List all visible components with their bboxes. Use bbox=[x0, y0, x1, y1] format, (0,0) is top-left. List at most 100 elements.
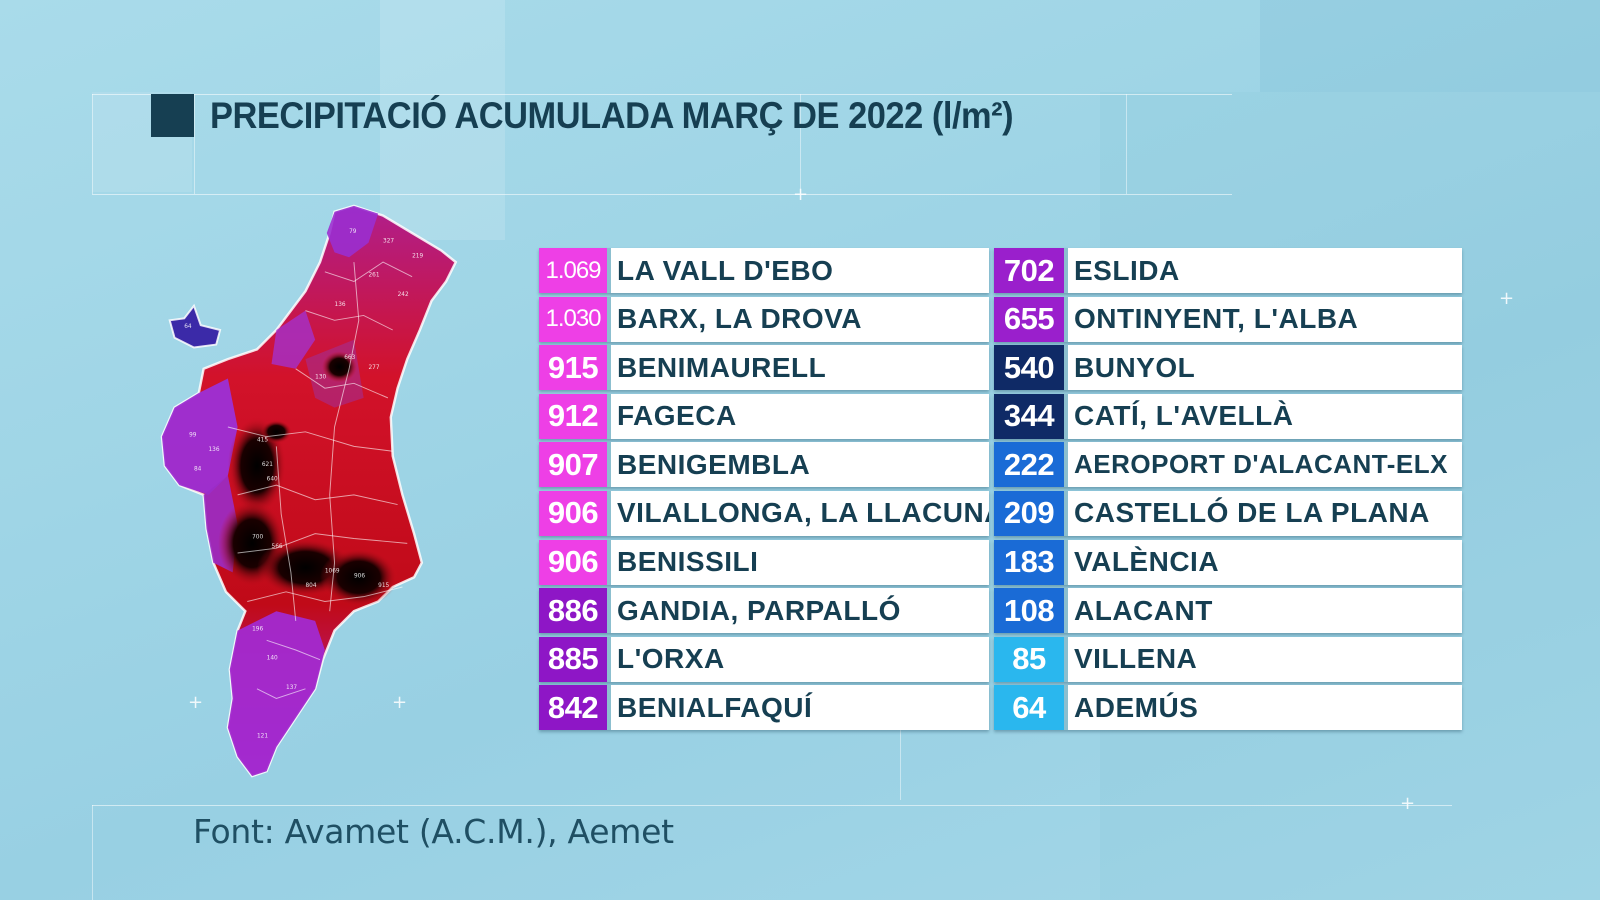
svg-text:99: 99 bbox=[189, 433, 197, 439]
svg-text:906: 906 bbox=[354, 573, 365, 579]
svg-text:137: 137 bbox=[286, 685, 297, 691]
table-row: 108 ALACANT bbox=[994, 588, 1462, 634]
station-name: ESLIDA bbox=[1064, 248, 1462, 293]
table-row: 222 AEROPORT D'ALACANT-ELX bbox=[994, 442, 1462, 488]
table-row: 886 GANDIA, PARPALLÓ bbox=[539, 588, 989, 634]
crosshair-icon: + bbox=[1400, 793, 1416, 814]
value-cell: 885 bbox=[539, 636, 607, 682]
grid-line bbox=[92, 805, 93, 900]
right-ranking-table: 702 ESLIDA 655 ONTINYENT, L'ALBA 540 BUNYOL… bbox=[994, 248, 1462, 734]
svg-text:140: 140 bbox=[267, 656, 278, 662]
table-row: 64 ADEMÚS bbox=[994, 685, 1462, 731]
title-text: PRECIPITACIÓ ACUMULADA MARÇ DE 2022 (l/m… bbox=[210, 94, 1014, 136]
svg-text:415: 415 bbox=[257, 438, 268, 444]
grid-line bbox=[92, 94, 1232, 95]
station-name: BENIGEMBLA bbox=[607, 442, 989, 488]
svg-text:327: 327 bbox=[383, 239, 394, 245]
grid-line bbox=[1126, 94, 1127, 194]
value-cell: 64 bbox=[994, 685, 1064, 731]
crosshair-icon: + bbox=[793, 184, 809, 205]
station-name: AEROPORT D'ALACANT-ELX bbox=[1064, 442, 1462, 488]
station-name: ONTINYENT, L'ALBA bbox=[1064, 296, 1462, 342]
svg-text:79: 79 bbox=[349, 229, 357, 235]
value-cell: 108 bbox=[994, 588, 1064, 634]
value-cell: 183 bbox=[994, 539, 1064, 585]
svg-text:915: 915 bbox=[378, 583, 389, 589]
value-cell: 907 bbox=[539, 442, 607, 488]
table-row: 915 BENIMAURELL bbox=[539, 345, 989, 391]
station-name: LA VALL D'EBO bbox=[607, 248, 989, 293]
station-name: ALACANT bbox=[1064, 588, 1462, 634]
svg-text:196: 196 bbox=[252, 627, 263, 633]
svg-text:64: 64 bbox=[184, 324, 192, 330]
value-cell: 85 bbox=[994, 636, 1064, 682]
crosshair-icon: + bbox=[188, 692, 204, 713]
svg-text:84: 84 bbox=[194, 467, 202, 473]
value-cell: 915 bbox=[539, 345, 607, 391]
station-name: L'ORXA bbox=[607, 636, 989, 682]
svg-text:130: 130 bbox=[315, 374, 326, 380]
table-row: 655 ONTINYENT, L'ALBA bbox=[994, 296, 1462, 342]
svg-text:261: 261 bbox=[368, 273, 379, 279]
svg-text:242: 242 bbox=[398, 292, 409, 298]
grid-line bbox=[92, 94, 93, 194]
value-cell: 1.030 bbox=[539, 296, 607, 342]
svg-text:136: 136 bbox=[208, 447, 219, 453]
value-cell: 906 bbox=[539, 539, 607, 585]
svg-text:566: 566 bbox=[272, 544, 283, 550]
table-row: 842 BENIALFAQUÍ bbox=[539, 685, 989, 731]
grid-line bbox=[800, 94, 801, 194]
svg-text:621: 621 bbox=[262, 462, 273, 468]
grid-line bbox=[92, 805, 1452, 806]
svg-text:219: 219 bbox=[412, 253, 423, 259]
value-cell: 344 bbox=[994, 393, 1064, 439]
table-row: 906 BENISSILI bbox=[539, 539, 989, 585]
station-name: BUNYOL bbox=[1064, 345, 1462, 391]
value-cell: 702 bbox=[994, 248, 1064, 293]
svg-text:804: 804 bbox=[305, 583, 316, 589]
value-cell: 222 bbox=[994, 442, 1064, 488]
station-name: BENIALFAQUÍ bbox=[607, 685, 989, 731]
table-row: 906 VILALLONGA, LA LLACUNA bbox=[539, 490, 989, 536]
bg-panel bbox=[380, 0, 505, 240]
svg-text:700: 700 bbox=[252, 534, 263, 540]
station-name: BENISSILI bbox=[607, 539, 989, 585]
station-name: BARX, LA DROVA bbox=[607, 296, 989, 342]
grid-line bbox=[900, 720, 901, 800]
crosshair-icon: + bbox=[1499, 288, 1515, 309]
crosshair-icon: + bbox=[392, 692, 408, 713]
grid-line bbox=[194, 94, 195, 194]
title-marker-icon bbox=[151, 94, 194, 137]
svg-text:640: 640 bbox=[267, 476, 278, 482]
station-name: ADEMÚS bbox=[1064, 685, 1462, 731]
value-cell: 886 bbox=[539, 588, 607, 634]
table-row: 344 CATÍ, L'AVELLÀ bbox=[994, 393, 1462, 439]
value-cell: 209 bbox=[994, 490, 1064, 536]
svg-text:121: 121 bbox=[257, 733, 268, 739]
table-row: 85 VILLENA bbox=[994, 636, 1462, 682]
grid-line bbox=[92, 194, 1232, 195]
table-row: 885 L'ORXA bbox=[539, 636, 989, 682]
station-name: GANDIA, PARPALLÓ bbox=[607, 588, 989, 634]
value-cell: 540 bbox=[994, 345, 1064, 391]
svg-text:277: 277 bbox=[368, 365, 379, 371]
station-name: VILALLONGA, LA LLACUNA bbox=[607, 490, 989, 536]
table-row: 912 FAGECA bbox=[539, 393, 989, 439]
value-cell: 906 bbox=[539, 490, 607, 536]
svg-text:1069: 1069 bbox=[325, 568, 340, 574]
table-row: 540 BUNYOL bbox=[994, 345, 1462, 391]
bg-panel bbox=[1260, 0, 1600, 92]
station-name: BENIMAURELL bbox=[607, 345, 989, 391]
station-name: VILLENA bbox=[1064, 636, 1462, 682]
station-name: CATÍ, L'AVELLÀ bbox=[1064, 393, 1462, 439]
svg-text:136: 136 bbox=[335, 302, 346, 308]
source-credit: Font: Avamet (A.C.M.), Aemet bbox=[193, 812, 674, 851]
table-row: 1.030 BARX, LA DROVA bbox=[539, 296, 989, 342]
precipitation-map: 79 327 219 261 242 136 663 277 130 99 136 84 415… bbox=[160, 204, 458, 778]
value-cell: 842 bbox=[539, 685, 607, 731]
station-name: FAGECA bbox=[607, 393, 989, 439]
left-ranking-table: 1.069 LA VALL D'EBO 1.030 BARX, LA DROVA 9… bbox=[539, 248, 989, 734]
table-row: 183 VALÈNCIA bbox=[994, 539, 1462, 585]
table-row: 1.069 LA VALL D'EBO bbox=[539, 248, 989, 293]
value-cell: 655 bbox=[994, 296, 1064, 342]
